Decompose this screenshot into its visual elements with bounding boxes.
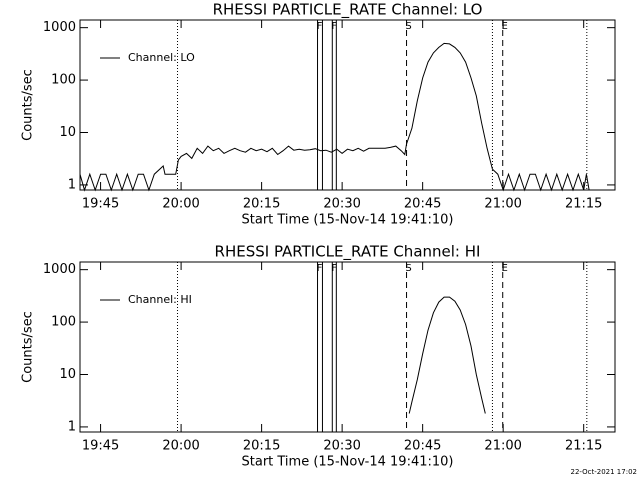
series-line [79, 42, 615, 192]
event-marker-label: E [502, 21, 508, 32]
event-marker-label: F [331, 263, 337, 274]
x-tick-label: 20:45 [404, 439, 441, 454]
x-tick-label: 20:15 [243, 197, 280, 212]
y-tick-label: 100 [51, 315, 76, 330]
x-tick-label: 20:45 [404, 197, 441, 212]
y-tick-label: 10 [59, 125, 76, 140]
plot-frame [79, 19, 616, 191]
y-tick-label: 1000 [43, 20, 76, 35]
x-tick-label: 20:30 [323, 439, 360, 454]
event-marker-label: S [405, 21, 411, 32]
series-line [408, 296, 486, 414]
y-axis-label: Counts/sec [21, 69, 36, 141]
y-tick-label: 10 [59, 367, 76, 382]
y-axis-label: Counts/sec [21, 311, 36, 383]
y-tick-label: 1 [68, 177, 76, 192]
y-tick-label: 1 [68, 419, 76, 434]
plot-frame [79, 261, 616, 433]
x-tick-label: 20:15 [243, 439, 280, 454]
x-tick-label: 20:30 [323, 197, 360, 212]
x-tick-label: 19:45 [82, 197, 119, 212]
event-marker-label: F [317, 21, 323, 32]
y-tick-label: 100 [51, 73, 76, 88]
legend-label: Channel: LO [128, 51, 195, 64]
footer: 22-Oct-2021 17:02 [571, 468, 637, 476]
x-axis-label: Start Time (15-Nov-14 19:41:10) [242, 213, 454, 228]
event-marker-label: E [502, 263, 508, 274]
chart-title: RHESSI PARTICLE_RATE Channel: LO [213, 1, 483, 20]
event-marker-label: F [331, 21, 337, 32]
x-tick-label: 21:00 [484, 197, 521, 212]
x-tick-label: 20:00 [162, 439, 199, 454]
x-tick-label: 21:15 [565, 439, 602, 454]
x-axis-label: Start Time (15-Nov-14 19:41:10) [242, 455, 454, 470]
x-tick-label: 19:45 [82, 439, 119, 454]
event-marker-label: S [405, 263, 411, 274]
x-tick-label: 20:00 [162, 197, 199, 212]
y-tick-label: 1000 [43, 262, 76, 277]
event-marker-label: F [317, 263, 323, 274]
x-tick-label: 21:15 [565, 197, 602, 212]
legend-label: Channel: HI [128, 293, 192, 306]
chart-title: RHESSI PARTICLE_RATE Channel: HI [215, 243, 481, 262]
x-tick-label: 21:00 [484, 439, 521, 454]
